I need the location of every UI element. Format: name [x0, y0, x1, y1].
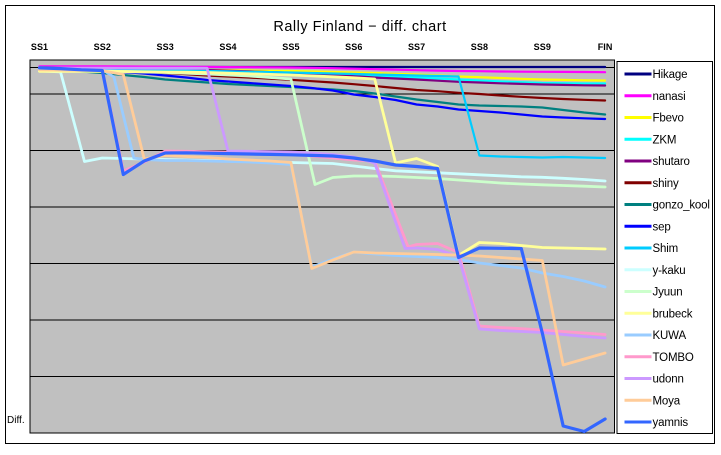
svg-text:y-kaku: y-kaku	[653, 265, 686, 277]
svg-text:Shim: Shim	[653, 243, 679, 255]
svg-text:SS4: SS4	[219, 42, 236, 52]
svg-text:Rally Finland − diff. chart: Rally Finland − diff. chart	[273, 19, 446, 35]
svg-text:Fbevo: Fbevo	[653, 113, 684, 125]
svg-text:TOMBO: TOMBO	[653, 352, 694, 364]
svg-text:shiny: shiny	[653, 178, 679, 190]
svg-text:Diff.: Diff.	[7, 415, 25, 426]
svg-text:SS1: SS1	[31, 42, 48, 52]
svg-text:nanasi: nanasi	[653, 91, 686, 103]
svg-text:yamnis: yamnis	[653, 417, 689, 429]
svg-text:SS7: SS7	[408, 42, 425, 52]
svg-text:Moya: Moya	[653, 395, 681, 407]
svg-text:gonzo_kool: gonzo_kool	[653, 200, 710, 212]
svg-text:SS6: SS6	[345, 42, 362, 52]
svg-text:udonn: udonn	[653, 374, 684, 386]
svg-text:KUWA: KUWA	[653, 330, 687, 342]
svg-text:ZKM: ZKM	[653, 134, 677, 146]
svg-text:shutaro: shutaro	[653, 156, 690, 168]
svg-text:SS9: SS9	[534, 42, 551, 52]
svg-text:brubeck: brubeck	[653, 308, 693, 320]
svg-text:SS2: SS2	[94, 42, 111, 52]
svg-text:SS5: SS5	[282, 42, 299, 52]
svg-text:sep: sep	[653, 221, 671, 233]
svg-text:SS3: SS3	[157, 42, 174, 52]
svg-text:Jyuun: Jyuun	[653, 287, 683, 299]
svg-text:SS8: SS8	[471, 42, 488, 52]
svg-text:FIN: FIN	[598, 42, 613, 52]
svg-text:Hikage: Hikage	[653, 69, 688, 81]
